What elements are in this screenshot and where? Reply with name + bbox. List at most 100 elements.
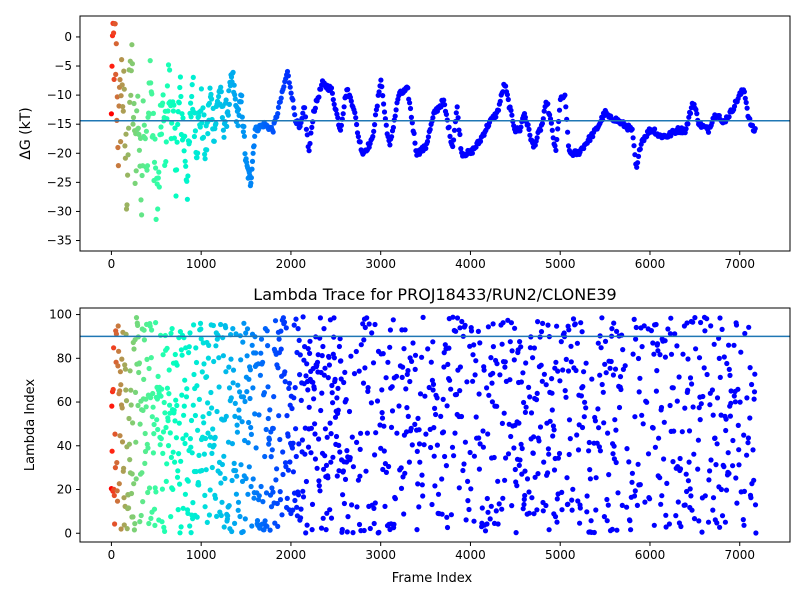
delta-g-point: [446, 124, 452, 130]
bottom-chart-title: Lambda Trace for PROJ18433/RUN2/CLONE39: [253, 285, 616, 304]
lambda-point: [167, 402, 173, 408]
lambda-point: [181, 412, 187, 418]
lambda-point: [662, 354, 669, 360]
lambda-point: [296, 441, 302, 447]
delta-g-point: [119, 57, 125, 63]
lambda-point: [698, 319, 704, 326]
delta-g-point: [156, 184, 162, 190]
delta-g-point: [548, 120, 555, 126]
lambda-point: [152, 522, 158, 529]
x-tick-label: 3000: [365, 257, 396, 271]
lambda-point: [314, 359, 321, 365]
lambda-point: [317, 315, 323, 321]
lambda-point: [533, 397, 540, 403]
lambda-point: [251, 495, 257, 501]
lambda-point: [440, 396, 446, 402]
lambda-point: [518, 379, 525, 385]
y-tick-label: −35: [47, 234, 72, 248]
lambda-point: [201, 361, 207, 367]
lambda-point: [387, 327, 393, 333]
lambda-point: [592, 418, 599, 424]
lambda-point: [476, 435, 482, 441]
lambda-point: [582, 399, 588, 405]
lambda-point: [133, 439, 139, 445]
lambda-point: [507, 377, 513, 383]
lambda-point: [448, 386, 454, 392]
lambda-point: [593, 507, 599, 513]
lambda-point: [303, 373, 309, 379]
lambda-point: [402, 470, 408, 476]
lambda-point: [677, 466, 684, 472]
delta-g-point: [252, 133, 258, 139]
lambda-point: [398, 485, 405, 491]
lambda-point: [658, 501, 664, 507]
lambda-point: [401, 511, 407, 517]
lambda-point: [452, 430, 458, 436]
lambda-point: [205, 430, 211, 436]
delta-g-point: [743, 99, 749, 106]
lambda-point: [481, 367, 487, 373]
delta-g-point: [160, 100, 166, 106]
lambda-point: [131, 527, 137, 533]
lambda-point: [110, 386, 116, 393]
lambda-point: [629, 479, 635, 485]
lambda-point: [230, 380, 236, 386]
y-tick-label: 60: [57, 395, 72, 409]
lambda-point: [578, 320, 584, 326]
lambda-point: [147, 323, 153, 329]
lambda-point: [212, 434, 218, 440]
delta-g-point: [185, 173, 191, 179]
delta-g-point: [152, 136, 158, 142]
lambda-point: [345, 514, 351, 520]
lambda-point: [626, 459, 632, 465]
lambda-point: [586, 439, 592, 446]
delta-g-point: [206, 100, 212, 106]
lambda-point: [570, 316, 577, 322]
delta-g-point: [291, 105, 297, 111]
lambda-point: [128, 402, 134, 408]
lambda-point: [685, 387, 691, 393]
lambda-point: [554, 496, 560, 502]
lambda-point: [246, 419, 252, 426]
delta-g-point: [141, 122, 147, 128]
lambda-point: [655, 348, 661, 354]
delta-g-point: [443, 111, 449, 117]
lambda-point: [362, 365, 368, 371]
delta-g-point: [167, 67, 173, 73]
lambda-point: [523, 360, 529, 366]
lambda-point: [692, 315, 698, 321]
lambda-point: [246, 464, 252, 470]
lambda-point: [485, 324, 491, 330]
lambda-point: [312, 456, 318, 462]
lambda-point: [511, 325, 518, 331]
delta-g-point: [538, 127, 544, 133]
lambda-point: [598, 345, 604, 351]
lambda-point: [398, 465, 404, 471]
lambda-point: [285, 433, 291, 439]
bottom-x-axis-label: Frame Index: [392, 571, 473, 586]
lambda-point: [275, 523, 281, 530]
lambda-point: [521, 399, 527, 406]
lambda-point: [613, 427, 619, 433]
y-tick-label: −15: [47, 117, 72, 131]
delta-g-point: [379, 84, 385, 90]
lambda-point: [647, 496, 653, 502]
lambda-point: [216, 355, 222, 361]
delta-g-point: [705, 129, 712, 135]
lambda-point: [696, 518, 702, 524]
lambda-point: [123, 398, 130, 404]
lambda-point: [579, 329, 585, 335]
delta-g-point: [133, 168, 139, 174]
lambda-point: [602, 361, 608, 367]
lambda-point: [724, 360, 730, 367]
lambda-point: [168, 514, 174, 520]
lambda-point: [188, 417, 195, 424]
delta-g-point: [196, 113, 202, 119]
lambda-point: [117, 369, 123, 375]
lambda-point: [131, 481, 137, 487]
lambda-point: [658, 404, 665, 411]
lambda-point: [460, 467, 466, 474]
lambda-point: [489, 380, 495, 386]
delta-g-point: [292, 112, 298, 118]
